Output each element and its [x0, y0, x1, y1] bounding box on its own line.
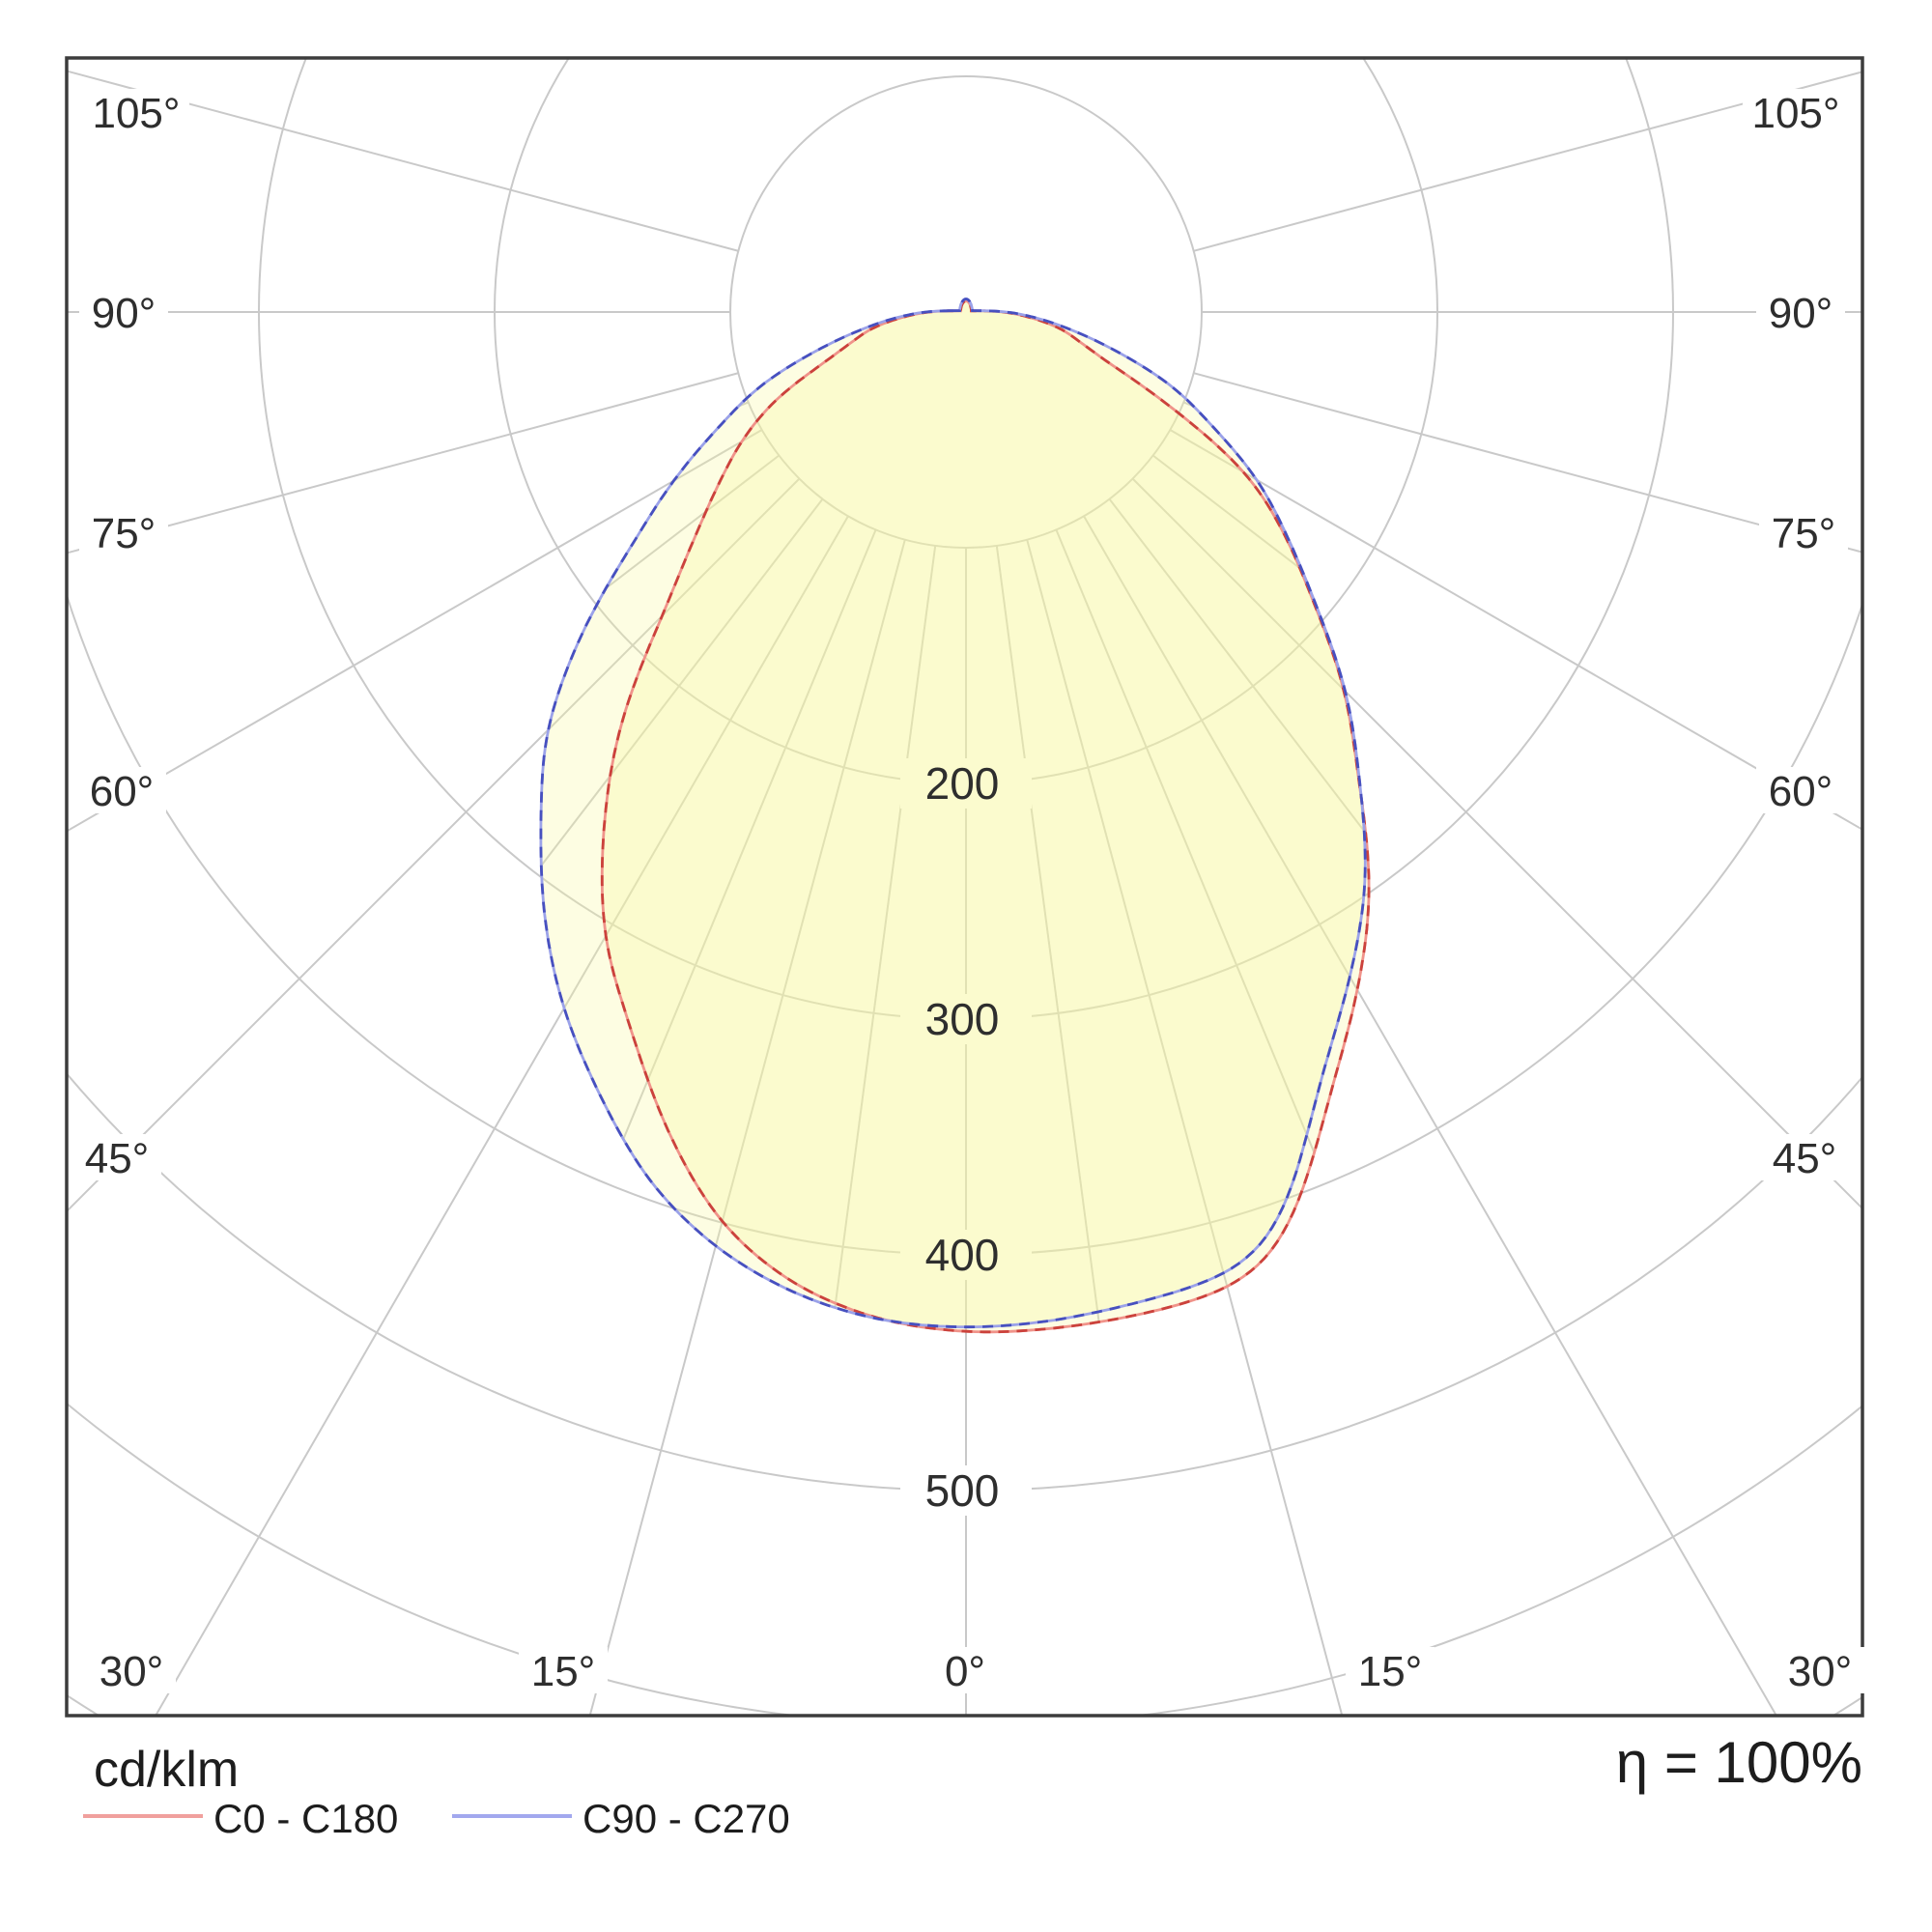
svg-text:0°: 0° — [945, 1648, 985, 1695]
svg-text:105°: 105° — [92, 90, 180, 137]
svg-text:90°: 90° — [92, 290, 156, 337]
svg-text:500: 500 — [925, 1465, 1000, 1516]
svg-text:75°: 75° — [1772, 510, 1836, 557]
svg-text:45°: 45° — [85, 1135, 150, 1182]
svg-text:200: 200 — [925, 758, 1000, 809]
svg-text:15°: 15° — [531, 1648, 596, 1695]
svg-text:45°: 45° — [1773, 1135, 1837, 1182]
svg-text:300: 300 — [925, 994, 1000, 1044]
svg-text:60°: 60° — [90, 768, 155, 815]
svg-text:30°: 30° — [1788, 1648, 1853, 1695]
svg-text:400: 400 — [925, 1230, 1000, 1280]
svg-text:90°: 90° — [1769, 290, 1833, 337]
svg-text:30°: 30° — [99, 1648, 164, 1695]
svg-text:15°: 15° — [1358, 1648, 1423, 1695]
svg-text:C90 - C270: C90 - C270 — [582, 1796, 790, 1841]
svg-text:75°: 75° — [92, 510, 156, 557]
svg-text:60°: 60° — [1769, 768, 1833, 815]
svg-text:η = 100%: η = 100% — [1616, 1730, 1862, 1795]
svg-text:105°: 105° — [1751, 90, 1839, 137]
svg-text:cd/klm: cd/klm — [94, 1742, 239, 1798]
svg-text:C0 - C180: C0 - C180 — [213, 1796, 398, 1841]
